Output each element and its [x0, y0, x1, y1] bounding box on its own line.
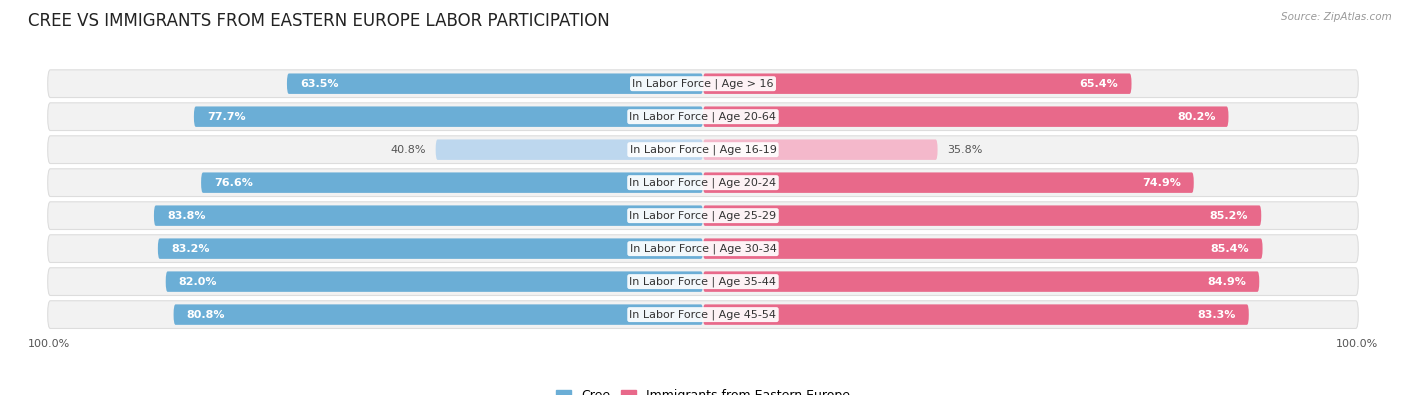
- FancyBboxPatch shape: [703, 271, 1260, 292]
- FancyBboxPatch shape: [703, 73, 1132, 94]
- Text: 80.8%: 80.8%: [187, 310, 225, 320]
- FancyBboxPatch shape: [287, 73, 703, 94]
- Legend: Cree, Immigrants from Eastern Europe: Cree, Immigrants from Eastern Europe: [551, 384, 855, 395]
- FancyBboxPatch shape: [48, 268, 1358, 295]
- FancyBboxPatch shape: [194, 106, 703, 127]
- FancyBboxPatch shape: [436, 139, 703, 160]
- FancyBboxPatch shape: [703, 305, 1249, 325]
- Text: CREE VS IMMIGRANTS FROM EASTERN EUROPE LABOR PARTICIPATION: CREE VS IMMIGRANTS FROM EASTERN EUROPE L…: [28, 12, 610, 30]
- FancyBboxPatch shape: [703, 239, 1263, 259]
- FancyBboxPatch shape: [703, 139, 938, 160]
- Text: In Labor Force | Age 20-24: In Labor Force | Age 20-24: [630, 177, 776, 188]
- FancyBboxPatch shape: [166, 271, 703, 292]
- Text: 65.4%: 65.4%: [1080, 79, 1118, 89]
- Text: 100.0%: 100.0%: [1336, 339, 1378, 349]
- Text: 84.9%: 84.9%: [1208, 276, 1246, 287]
- FancyBboxPatch shape: [703, 205, 1261, 226]
- FancyBboxPatch shape: [48, 202, 1358, 229]
- Text: 63.5%: 63.5%: [299, 79, 339, 89]
- Text: 85.2%: 85.2%: [1209, 211, 1249, 221]
- Text: 83.2%: 83.2%: [172, 244, 209, 254]
- Text: Source: ZipAtlas.com: Source: ZipAtlas.com: [1281, 12, 1392, 22]
- FancyBboxPatch shape: [153, 205, 703, 226]
- Text: 83.3%: 83.3%: [1198, 310, 1236, 320]
- Text: 82.0%: 82.0%: [179, 276, 218, 287]
- Text: 100.0%: 100.0%: [28, 339, 70, 349]
- FancyBboxPatch shape: [201, 173, 703, 193]
- FancyBboxPatch shape: [48, 103, 1358, 130]
- Text: In Labor Force | Age > 16: In Labor Force | Age > 16: [633, 79, 773, 89]
- FancyBboxPatch shape: [48, 235, 1358, 263]
- Text: 80.2%: 80.2%: [1177, 112, 1215, 122]
- Text: In Labor Force | Age 45-54: In Labor Force | Age 45-54: [630, 309, 776, 320]
- Text: 74.9%: 74.9%: [1142, 178, 1181, 188]
- FancyBboxPatch shape: [157, 239, 703, 259]
- Text: 77.7%: 77.7%: [207, 112, 246, 122]
- FancyBboxPatch shape: [48, 301, 1358, 329]
- Text: 76.6%: 76.6%: [214, 178, 253, 188]
- Text: In Labor Force | Age 35-44: In Labor Force | Age 35-44: [630, 276, 776, 287]
- FancyBboxPatch shape: [48, 70, 1358, 98]
- FancyBboxPatch shape: [703, 106, 1229, 127]
- FancyBboxPatch shape: [173, 305, 703, 325]
- Text: In Labor Force | Age 30-34: In Labor Force | Age 30-34: [630, 243, 776, 254]
- FancyBboxPatch shape: [48, 169, 1358, 196]
- Text: 85.4%: 85.4%: [1211, 244, 1250, 254]
- FancyBboxPatch shape: [48, 136, 1358, 164]
- Text: In Labor Force | Age 16-19: In Labor Force | Age 16-19: [630, 145, 776, 155]
- Text: 83.8%: 83.8%: [167, 211, 205, 221]
- FancyBboxPatch shape: [703, 173, 1194, 193]
- Text: 35.8%: 35.8%: [948, 145, 983, 155]
- Text: 40.8%: 40.8%: [391, 145, 426, 155]
- Text: In Labor Force | Age 20-64: In Labor Force | Age 20-64: [630, 111, 776, 122]
- Text: In Labor Force | Age 25-29: In Labor Force | Age 25-29: [630, 211, 776, 221]
